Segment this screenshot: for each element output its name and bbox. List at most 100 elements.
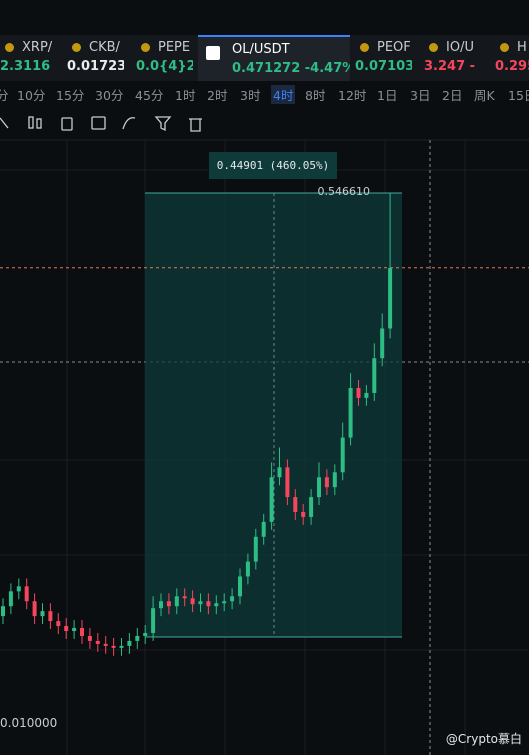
candle-body <box>198 601 203 605</box>
candle-body <box>143 632 148 636</box>
candle-body <box>80 628 84 636</box>
ticker-name: CKB/ <box>89 40 120 55</box>
candle-body <box>380 328 385 359</box>
timeframe[interactable]: 12时 <box>338 88 367 103</box>
candle-body <box>301 511 306 517</box>
ticker-tab[interactable]: CKB/0.01723 <box>62 35 124 81</box>
ticker-icon <box>141 43 150 52</box>
candle-body <box>261 521 266 537</box>
candle-body <box>56 621 61 627</box>
ticker-tab[interactable]: XRP/2.3116 <box>0 35 55 81</box>
timeframe[interactable]: 1时 <box>175 88 196 103</box>
candle-body <box>222 601 227 604</box>
tool-icon[interactable] <box>122 117 136 130</box>
tool-icon[interactable] <box>154 116 172 132</box>
measure: 0.44901 (460.05%) 0.546610 <box>145 152 402 638</box>
ticker-price: 2.3116 <box>0 59 51 74</box>
ticker-icon <box>360 43 369 52</box>
candle-body <box>119 645 124 648</box>
ticker-icon <box>5 43 14 52</box>
candle-body <box>293 497 298 512</box>
candle-body <box>269 477 274 522</box>
candle-body <box>174 596 179 607</box>
measure-change: 0.44901 (460.05%) <box>217 159 330 172</box>
tool-icon[interactable] <box>61 117 73 131</box>
candle-body <box>277 467 282 478</box>
timeframe[interactable]: 2时 <box>207 88 228 103</box>
timeframe[interactable]: 3时 <box>240 88 261 103</box>
ticker-name: PEOF <box>377 40 411 55</box>
candle-body <box>127 640 132 646</box>
candle-body <box>230 596 235 602</box>
ticker-name: OL/USDT <box>232 42 290 57</box>
candle-body <box>309 497 314 517</box>
ticker-icon <box>429 43 438 52</box>
ticker-bar: XRP/2.3116CKB/0.01723PEPE0.0{4}21OL/USDT… <box>0 35 529 81</box>
ticker-name: IO/U <box>446 40 474 55</box>
timeframe[interactable]: 10分 <box>17 88 46 103</box>
measure-tag <box>209 152 337 179</box>
candle-body <box>32 601 37 617</box>
candles <box>0 192 529 656</box>
ticker-price: 0.01723 <box>67 59 124 74</box>
candle-body <box>48 611 53 622</box>
candle-body <box>190 598 195 605</box>
timeframe[interactable]: 8时 <box>305 88 326 103</box>
toolbar <box>0 116 202 132</box>
candle-body <box>253 536 258 562</box>
candle-body <box>159 601 163 609</box>
timeframe[interactable]: 15日 <box>508 88 529 103</box>
candle-body <box>214 603 219 607</box>
timeframe[interactable]: 分 <box>0 88 9 103</box>
candle-body <box>151 608 156 633</box>
candle-body <box>87 635 92 641</box>
timeframe[interactable]: 1日 <box>377 88 398 103</box>
candle-body <box>166 601 171 607</box>
ticker-price: 0.07103 <box>355 59 412 74</box>
candle-body <box>95 640 100 644</box>
ticker-tab[interactable]: IO/U 3.247 - <box>419 35 483 81</box>
candle-body <box>1 606 5 617</box>
ticker-price: 0.0{4}21 <box>136 59 193 74</box>
tool-icon[interactable] <box>0 117 9 129</box>
candle-body <box>332 472 337 488</box>
tool-icon[interactable] <box>36 118 42 129</box>
candle-body <box>103 643 108 646</box>
timeframe[interactable]: 15分 <box>56 88 85 103</box>
ticker-tab[interactable]: PEPE 0.0{4}21 <box>131 35 193 81</box>
candle-body <box>238 576 242 597</box>
ticker-icon <box>206 46 220 60</box>
ticker-tab[interactable]: PEOF 0.07103 <box>350 35 412 81</box>
timeframe[interactable]: 2日 <box>442 88 463 103</box>
candle-body <box>285 467 290 498</box>
ticker-price: 0.295 <box>495 59 529 74</box>
candle-body <box>111 645 116 648</box>
timeframe[interactable]: 45分 <box>135 88 164 103</box>
ticker-name: H <box>517 40 527 55</box>
candle-body <box>135 635 140 641</box>
timeframe[interactable]: 周K <box>474 88 495 103</box>
timeframe[interactable]: 30分 <box>95 88 124 103</box>
measure-high: 0.546610 <box>318 185 371 198</box>
candle-body <box>245 561 250 577</box>
ticker-tab[interactable]: OL/USDT 0.471272 -4.47% <box>198 35 350 81</box>
candle-body <box>16 586 21 592</box>
watermark: @Crypto慕白 <box>446 731 522 746</box>
candle-body <box>340 437 345 473</box>
candle-body <box>324 477 329 488</box>
timeframe[interactable]: 4时 <box>271 85 296 104</box>
ticker-name: XRP/ <box>22 40 53 55</box>
tool-icon[interactable] <box>28 116 34 129</box>
timeframe[interactable]: 3日 <box>410 88 431 103</box>
tool-icon[interactable] <box>91 116 106 130</box>
price-label: 0.010000 <box>0 716 57 730</box>
candle-body <box>24 586 29 602</box>
ticker-name: PEPE <box>158 40 191 55</box>
tool-icon[interactable] <box>189 118 202 132</box>
ticker-tab[interactable]: H 0.295 <box>490 35 529 81</box>
candle-body <box>72 628 77 632</box>
candle-body <box>317 477 321 498</box>
